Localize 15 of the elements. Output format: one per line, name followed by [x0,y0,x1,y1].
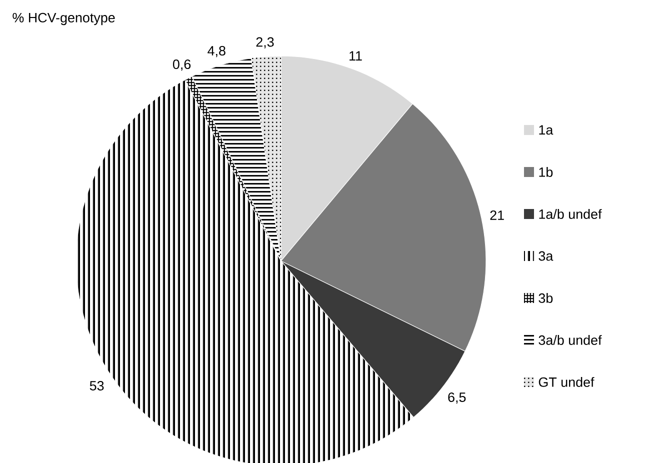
legend-label: 1a/b undef [539,209,602,219]
data-label: 21 [490,210,504,220]
legend-label: GT undef [538,377,594,387]
legend-label: 1a [539,125,554,135]
data-label: 4,8 [208,46,226,58]
legend-label: 1b [539,167,553,177]
data-label: 2,3 [256,37,274,48]
legend-label: 3a [538,251,554,261]
data-label: 11 [350,51,362,61]
legend-label: 3b [538,293,553,303]
chart-title: % HCV-genotype [12,12,115,26]
data-label: 0,6 [172,60,191,71]
data-label: 6,5 [448,392,466,404]
data-label: 53 [90,380,104,390]
legend-label: 3a/b undef [538,335,602,345]
